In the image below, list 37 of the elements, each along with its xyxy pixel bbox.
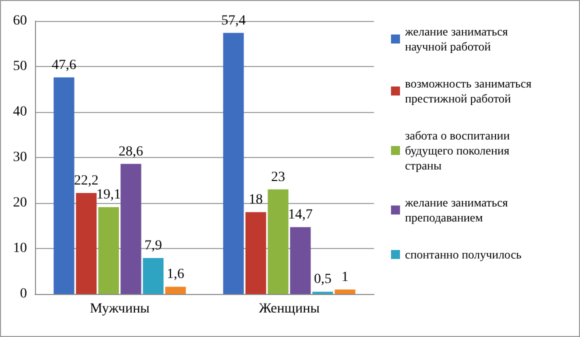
- y-tick-label: 0: [20, 286, 27, 302]
- bar: [334, 289, 356, 294]
- legend-label: желание заниматься преподаванием: [404, 196, 508, 224]
- data-label: 47,6: [52, 58, 76, 73]
- data-label: 57,4: [221, 13, 246, 28]
- data-label: 1,6: [166, 267, 184, 282]
- legend-label: спонтанно получилось: [405, 248, 522, 262]
- y-tick-label: 20: [13, 196, 27, 210]
- bar: [245, 212, 266, 294]
- bar: [76, 192, 97, 294]
- data-label: 18: [248, 192, 263, 208]
- bar: [54, 77, 74, 294]
- y-tick-label: 40: [13, 104, 27, 120]
- data-label: 23: [271, 170, 286, 185]
- bar: [165, 286, 186, 294]
- data-label: 19,1: [96, 188, 121, 203]
- data-label: 7,9: [144, 238, 162, 254]
- data-label: 14,7: [288, 208, 313, 223]
- y-tick-label: 10: [13, 241, 27, 256]
- y-tick-label: 60: [13, 14, 27, 28]
- y-tick-label: 50: [13, 59, 27, 74]
- data-label: 22,2: [74, 173, 99, 188]
- bar: [223, 32, 244, 294]
- data-label: 28,6: [118, 144, 144, 160]
- bar: [142, 258, 164, 294]
- data-label: 1: [342, 270, 349, 285]
- x-tick-label: Женщины: [258, 302, 320, 316]
- bar: [268, 189, 288, 294]
- bar: [98, 207, 119, 294]
- legend-label: забота о воспитании будущего поколения страны: [405, 128, 510, 172]
- data-label: 0,5: [314, 272, 332, 288]
- bar: [120, 164, 142, 294]
- x-tick-label: Мужчины: [90, 302, 150, 316]
- y-tick-label: 30: [13, 150, 27, 165]
- legend-label: возможность заниматься престижной работой: [405, 76, 532, 106]
- bar: [290, 227, 311, 294]
- legend-label: желание заниматься научной работой: [404, 24, 508, 54]
